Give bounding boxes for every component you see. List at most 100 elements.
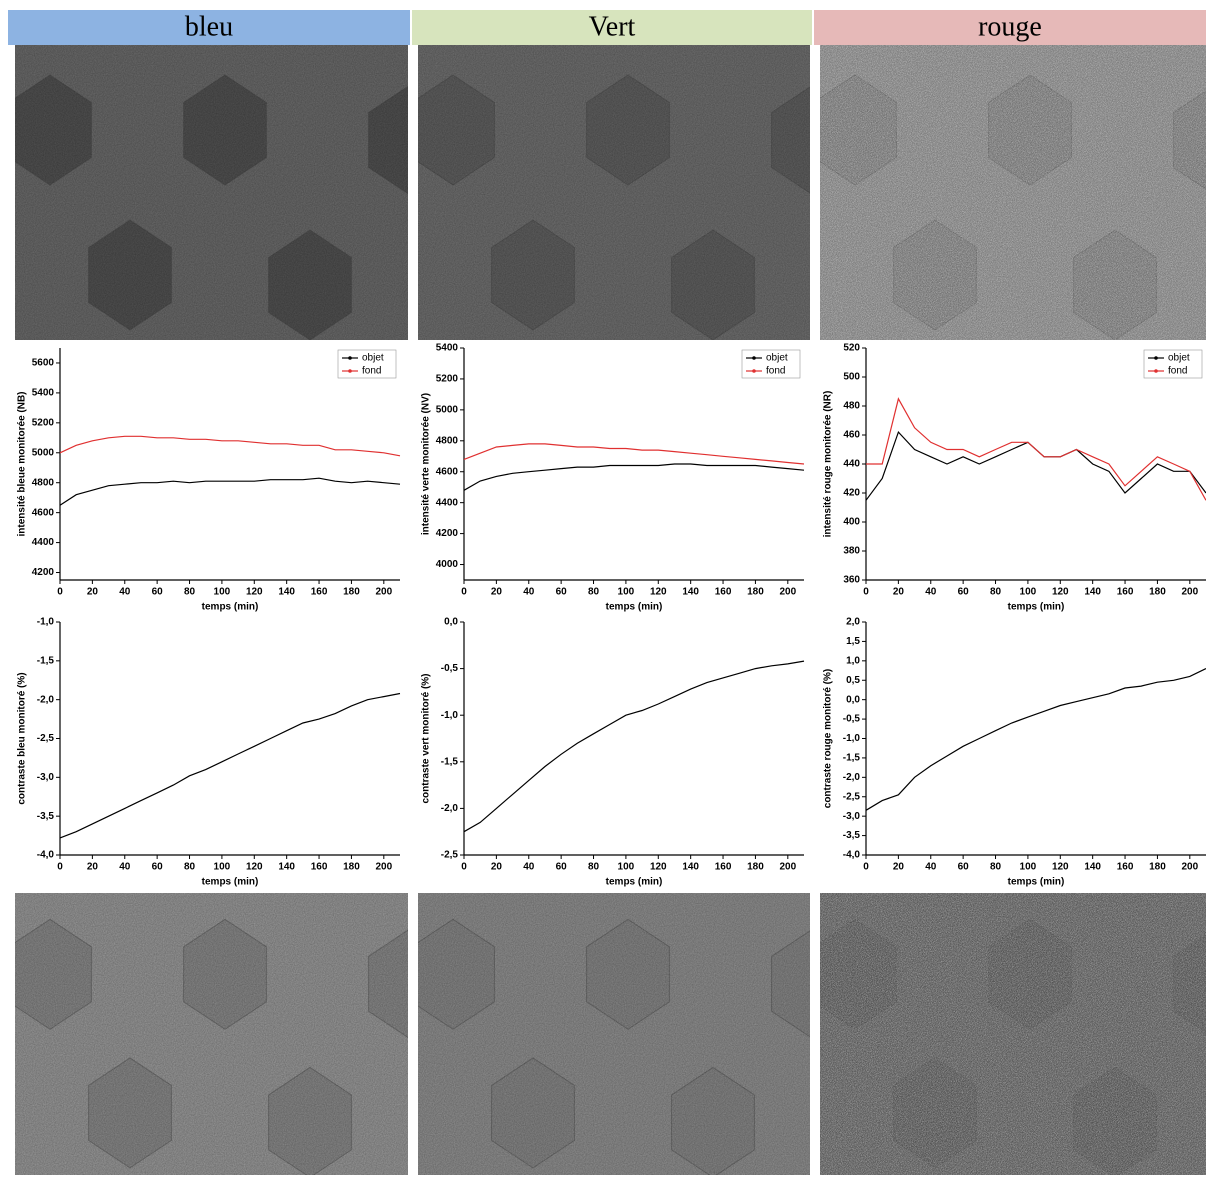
legend-marker xyxy=(348,356,352,360)
y-tick-label: 5000 xyxy=(32,447,55,458)
x-tick-label: 0 xyxy=(863,587,869,598)
x-tick-label: 180 xyxy=(343,587,360,598)
legend-label: fond xyxy=(362,366,381,377)
y-tick-label: -3,5 xyxy=(843,830,861,841)
column-header: rouge xyxy=(978,11,1042,42)
micrograph xyxy=(820,45,1206,340)
x-tick-label: 80 xyxy=(184,862,196,873)
x-tick-label: 200 xyxy=(375,862,392,873)
x-tick-label: 40 xyxy=(119,587,131,598)
x-tick-label: 100 xyxy=(618,862,635,873)
y-tick-label: 4800 xyxy=(32,477,55,488)
y-axis-label: contraste vert monitoré (%) xyxy=(421,673,432,803)
y-tick-label: 0,0 xyxy=(444,617,458,628)
micrograph-content xyxy=(418,893,810,1175)
y-tick-label: 4600 xyxy=(32,507,55,518)
micrograph xyxy=(15,45,408,340)
header-bg xyxy=(412,10,812,45)
y-tick-label: 2,0 xyxy=(846,617,860,628)
y-tick-label: 5600 xyxy=(32,358,55,369)
series-line xyxy=(865,668,1206,811)
x-tick-label: 100 xyxy=(618,587,635,598)
noise xyxy=(15,893,408,1175)
column-header: Vert xyxy=(589,11,636,42)
y-tick-label: -2,0 xyxy=(37,694,55,705)
y-tick-label: -4,0 xyxy=(37,850,55,861)
y-tick-label: -1,5 xyxy=(37,655,55,666)
x-tick-label: 100 xyxy=(214,587,231,598)
y-tick-label: 4600 xyxy=(436,466,459,477)
y-tick-label: 4000 xyxy=(436,559,459,570)
noise xyxy=(15,45,408,340)
legend-box xyxy=(1143,349,1203,379)
y-tick-label: 0,5 xyxy=(846,675,860,686)
x-tick-label: 100 xyxy=(1020,862,1037,873)
y-tick-label: 5200 xyxy=(32,417,55,428)
legend-box xyxy=(741,349,801,379)
y-tick-label: 4800 xyxy=(436,435,459,446)
micrographs xyxy=(15,45,1206,1175)
y-tick-label: -4,0 xyxy=(843,850,861,861)
y-tick-label: -2,0 xyxy=(441,803,459,814)
x-tick-label: 120 xyxy=(650,587,667,598)
series-line xyxy=(463,660,805,833)
x-tick-label: 80 xyxy=(588,862,600,873)
series-line xyxy=(59,692,401,839)
legend-marker xyxy=(1154,369,1158,373)
x-tick-label: 160 xyxy=(715,587,732,598)
legend-label: objet xyxy=(1168,353,1190,364)
x-tick-label: 60 xyxy=(958,862,970,873)
y-tick-label: 5400 xyxy=(32,388,55,399)
x-tick-label: 120 xyxy=(246,587,263,598)
series-line xyxy=(463,463,805,491)
x-axis-label: temps (min) xyxy=(1008,602,1065,613)
y-tick-label: -2,5 xyxy=(37,733,55,744)
x-tick-label: 180 xyxy=(1149,587,1166,598)
x-tick-label: 100 xyxy=(214,862,231,873)
x-tick-label: 40 xyxy=(119,862,131,873)
series-line xyxy=(59,477,401,506)
y-tick-label: -1,0 xyxy=(843,733,861,744)
y-tick-label: -0,5 xyxy=(441,663,459,674)
x-tick-label: 200 xyxy=(375,587,392,598)
column-header: bleu xyxy=(185,11,233,42)
y-tick-label: 1,5 xyxy=(846,636,860,647)
x-tick-label: 140 xyxy=(1084,862,1101,873)
y-axis-label: intensité verte monitorée (NV) xyxy=(421,393,432,535)
x-tick-label: 160 xyxy=(715,862,732,873)
x-tick-label: 140 xyxy=(278,587,295,598)
series-line xyxy=(866,397,1206,501)
x-tick-label: 120 xyxy=(1052,862,1069,873)
y-tick-label: 440 xyxy=(843,459,860,470)
x-tick-label: 200 xyxy=(1181,862,1198,873)
x-tick-label: 120 xyxy=(246,862,263,873)
x-tick-label: 20 xyxy=(87,587,99,598)
chart: 4200 4400 4600 4800 5000 5200 5400 5600 0 20 40 60 8… xyxy=(17,348,401,613)
legend-marker xyxy=(1154,356,1158,360)
micrograph xyxy=(820,893,1206,1175)
x-tick-label: 80 xyxy=(184,587,196,598)
micrograph-content xyxy=(15,45,408,340)
y-axis-label: intensité bleue monitorée (NB) xyxy=(17,391,28,536)
micrograph-content xyxy=(820,45,1206,340)
x-tick-label: 0 xyxy=(461,587,467,598)
series-line xyxy=(59,435,401,457)
x-tick-label: 40 xyxy=(925,587,937,598)
y-tick-label: -3,0 xyxy=(37,772,55,783)
header-bg xyxy=(814,10,1206,45)
x-axis-label: temps (min) xyxy=(1008,877,1065,888)
x-tick-label: 40 xyxy=(925,862,937,873)
y-tick-label: 4400 xyxy=(436,497,459,508)
x-tick-label: 180 xyxy=(1149,862,1166,873)
x-tick-label: 200 xyxy=(779,587,796,598)
y-tick-label: -1,5 xyxy=(441,756,459,767)
micrograph xyxy=(15,893,408,1175)
y-tick-label: 5200 xyxy=(436,374,459,385)
y-tick-label: 4200 xyxy=(436,528,459,539)
legend-label: objet xyxy=(362,353,384,364)
y-tick-label: -2,5 xyxy=(441,850,459,861)
legend-marker xyxy=(348,369,352,373)
x-tick-label: 60 xyxy=(152,862,164,873)
x-tick-label: 140 xyxy=(1084,587,1101,598)
